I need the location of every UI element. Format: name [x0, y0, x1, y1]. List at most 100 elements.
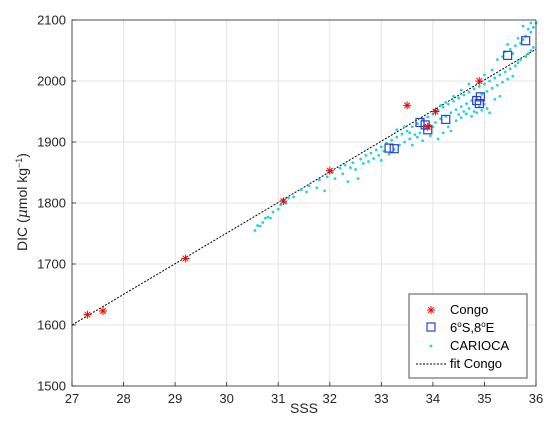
carioca-point	[446, 102, 450, 106]
carioca-point	[498, 94, 502, 98]
carioca-point	[387, 152, 391, 156]
x-tick-label: 34	[426, 391, 440, 406]
carioca-point	[452, 99, 455, 103]
carioca-point	[367, 160, 370, 163]
carioca-point	[475, 111, 479, 115]
station-point	[474, 98, 484, 109]
carioca-point	[501, 80, 504, 84]
carioca-point	[521, 38, 525, 41]
fit-congo-line	[71, 48, 537, 326]
carioca-point	[377, 154, 381, 157]
y-tick-label: 1500	[37, 379, 66, 394]
carioca-point	[493, 97, 497, 101]
carioca-point	[532, 46, 535, 49]
carioca-point	[485, 89, 489, 93]
carioca-point	[519, 58, 522, 62]
carioca-point	[395, 128, 399, 132]
y-tick-label: 1700	[37, 257, 66, 272]
x-tick-label: 31	[271, 391, 285, 406]
carioca-point	[410, 125, 414, 129]
carioca-point	[508, 67, 512, 71]
carioca-point	[444, 100, 448, 104]
carioca-point	[462, 93, 466, 97]
carioca-point	[408, 131, 412, 135]
carioca-point	[338, 166, 342, 170]
carioca-point	[269, 216, 272, 220]
carioca-point	[459, 116, 463, 119]
carioca-point	[349, 166, 352, 170]
carioca-point	[467, 90, 471, 94]
carioca-point	[439, 104, 443, 107]
x-tick-label: 33	[374, 391, 388, 406]
carioca-point	[403, 125, 406, 129]
carioca-point	[462, 110, 466, 113]
carioca-point	[300, 188, 303, 191]
carioca-point	[490, 68, 494, 72]
carioca-point	[483, 73, 486, 77]
carioca-point	[405, 129, 409, 133]
carioca-point	[485, 107, 489, 110]
congo-point	[83, 310, 92, 319]
carioca-point	[465, 102, 468, 105]
carioca-point	[315, 186, 319, 190]
carioca-point	[480, 93, 484, 96]
carioca-point	[263, 216, 267, 220]
legend-congo-asterisk	[427, 306, 435, 314]
carioca-point	[436, 137, 440, 141]
congo-point	[431, 107, 440, 116]
carioca-point	[351, 161, 355, 165]
carioca-point	[261, 221, 265, 224]
legend-entry-fit: fit Congo	[416, 356, 502, 371]
carioca-point	[372, 157, 375, 160]
carioca-point	[511, 74, 515, 78]
carioca-point	[521, 24, 525, 28]
legend-entry-congo: Congo	[427, 302, 488, 317]
carioca-point	[253, 229, 257, 232]
carioca-point	[416, 122, 419, 126]
carioca-point	[446, 125, 450, 129]
carioca-point	[323, 189, 327, 193]
carioca-point	[488, 79, 491, 83]
legend-station-marker	[426, 322, 436, 332]
station-point	[521, 36, 531, 46]
congo-point	[403, 101, 412, 110]
carioca-point	[477, 85, 481, 88]
carioca-point	[459, 105, 463, 109]
carioca-point	[403, 140, 406, 144]
congo-point	[279, 197, 288, 206]
carioca-point	[266, 215, 270, 219]
carioca-point	[529, 21, 533, 25]
carioca-point	[483, 82, 486, 86]
carioca-point	[467, 107, 471, 110]
congo-point	[181, 254, 190, 263]
carioca-point	[526, 27, 530, 31]
carioca-point	[480, 108, 484, 112]
carioca-point	[418, 131, 422, 135]
x-tick-label: 36	[529, 391, 543, 406]
congo-point	[325, 166, 334, 175]
carioca-point	[454, 108, 458, 112]
carioca-point	[470, 114, 473, 118]
carioca-point	[421, 139, 424, 143]
carioca-point	[449, 129, 453, 133]
carioca-point	[526, 52, 530, 55]
carioca-point	[532, 25, 535, 29]
carioca-point	[495, 83, 499, 87]
carioca-point	[318, 178, 321, 182]
x-axis-label: SSS	[290, 400, 318, 416]
y-tick-label: 2100	[37, 13, 66, 28]
legend-congo-label: Congo	[450, 302, 488, 317]
fit-line-group	[71, 48, 537, 326]
carioca-point	[426, 115, 430, 119]
congo-series	[83, 77, 484, 319]
congo-point	[98, 306, 107, 315]
carioca-point	[364, 154, 368, 157]
x-tick-label: 32	[323, 391, 337, 406]
carioca-point	[495, 58, 499, 62]
carioca-point	[361, 161, 365, 165]
carioca-point	[400, 132, 404, 136]
carioca-point	[379, 145, 383, 149]
carioca-point	[374, 148, 378, 152]
carioca-point	[465, 112, 468, 116]
